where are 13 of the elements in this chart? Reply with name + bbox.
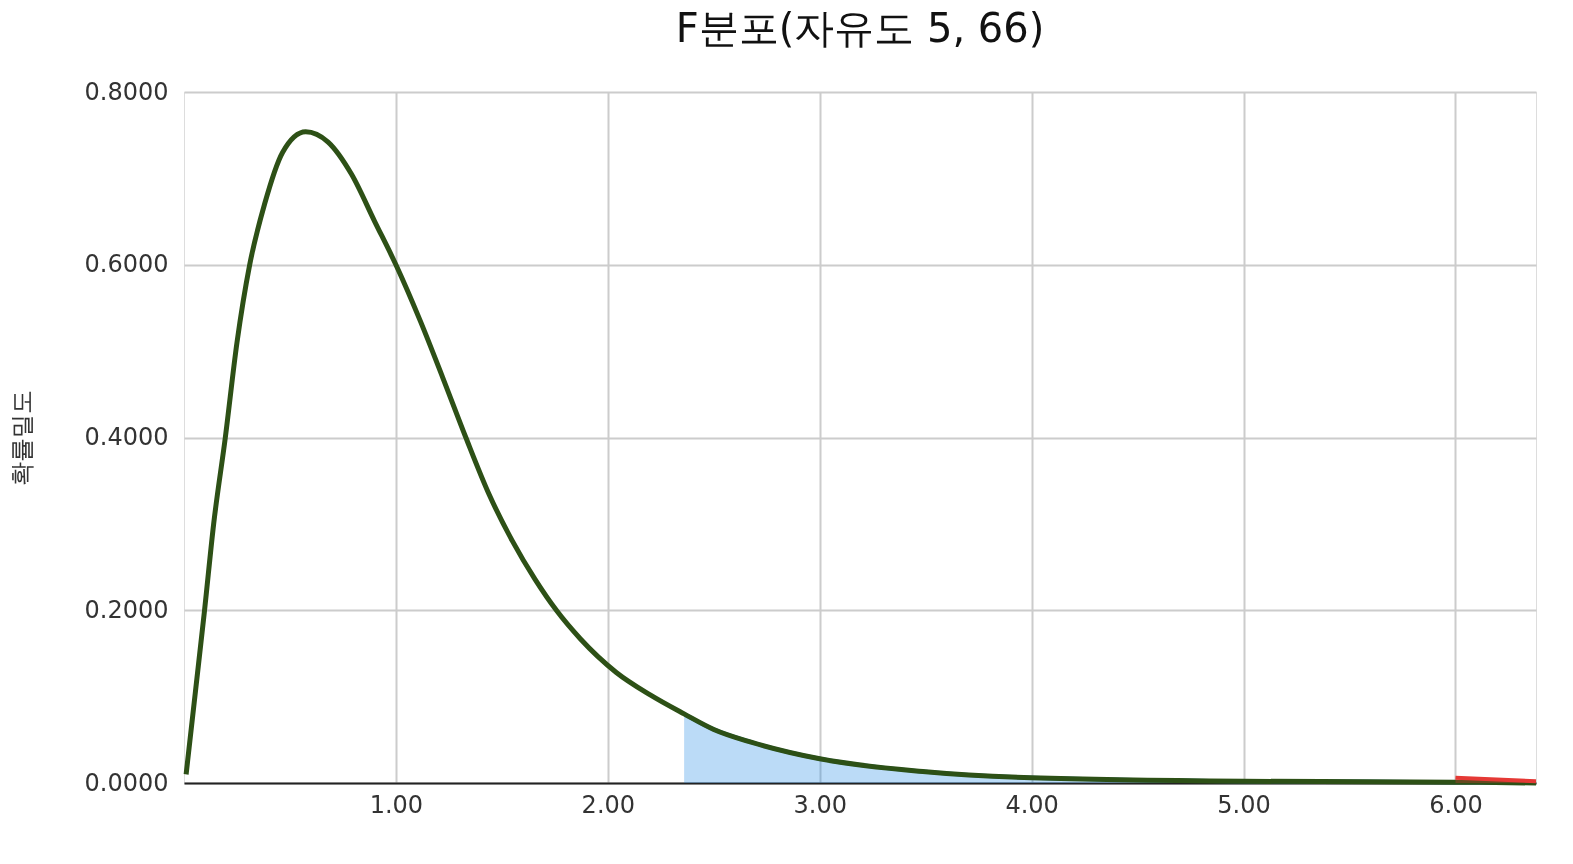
x-tick-label: 4.00	[1005, 790, 1059, 819]
x-tick-label: 5.00	[1217, 790, 1271, 819]
y-axis-title: 확률밀도	[7, 390, 36, 486]
y-tick-label: 0.4000	[84, 423, 169, 451]
y-tick-label: 0.8000	[84, 77, 169, 106]
x-tick-label: 1.00	[369, 790, 424, 819]
y-tick-label: 0.0000	[84, 768, 169, 797]
y-tick-label: 0.2000	[84, 595, 169, 624]
x-tick-label: 3.00	[793, 790, 847, 819]
y-tick-label: 0.6000	[84, 250, 169, 279]
x-tick-label: 6.00	[1429, 790, 1483, 819]
chart-title: F분포(자유도 5, 66)	[675, 5, 1045, 51]
x-tick-label: 2.00	[581, 790, 636, 819]
